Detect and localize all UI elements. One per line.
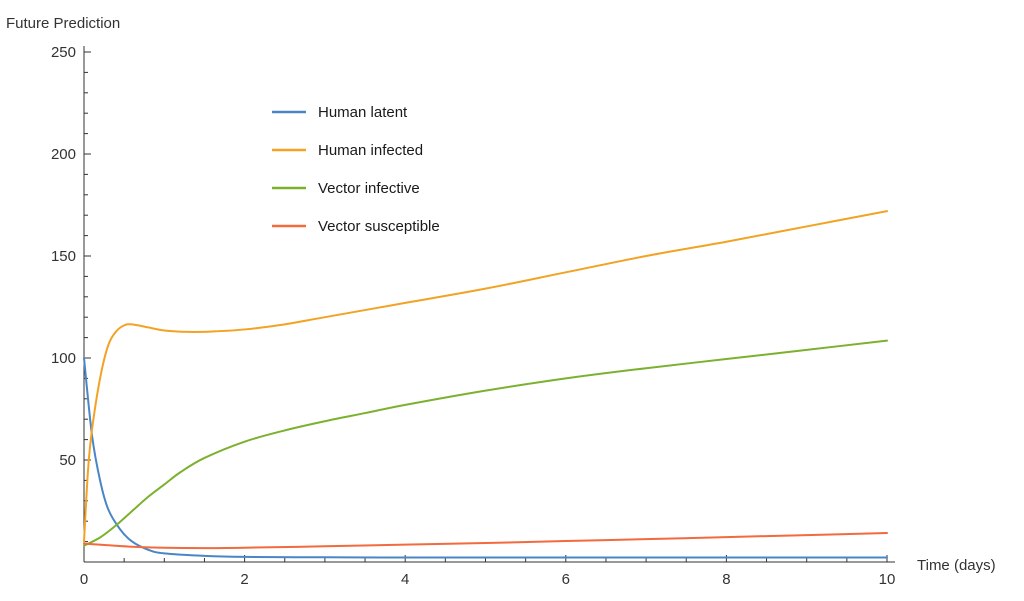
y-tick-label: 250	[51, 44, 76, 61]
y-tick-label: 50	[59, 452, 76, 469]
series-line-human-infected	[83, 210, 888, 543]
x-tick-label: 8	[722, 571, 730, 588]
legend-label-vector-infective: Vector infective	[318, 180, 420, 197]
x-tick-label: 4	[401, 571, 409, 588]
y-tick-label: 100	[51, 350, 76, 367]
legend: Human latent Human infected Vector infecti…	[272, 104, 440, 235]
series-line-vector-infective	[83, 339, 888, 547]
x-tick-label: 6	[562, 571, 570, 588]
y-tick-label: 150	[51, 248, 76, 265]
x-tick-label: 2	[240, 571, 248, 588]
series-lines	[83, 210, 888, 559]
series-line-human-latent	[83, 357, 888, 559]
series-line-vector-susceptible	[83, 532, 888, 550]
y-tick-label: 200	[51, 146, 76, 163]
x-axis-title: Time (days)	[917, 557, 996, 574]
axis-ticks: 0 2 4 6 8 10 50 100 150 200 250	[51, 44, 895, 588]
legend-label-human-infected: Human infected	[318, 142, 423, 159]
x-tick-label: 0	[80, 571, 88, 588]
x-tick-label: 10	[879, 571, 896, 588]
y-axis-title: Future Prediction	[6, 15, 120, 32]
legend-label-human-latent: Human latent	[318, 104, 408, 121]
legend-label-vector-susceptible: Vector susceptible	[318, 218, 440, 235]
